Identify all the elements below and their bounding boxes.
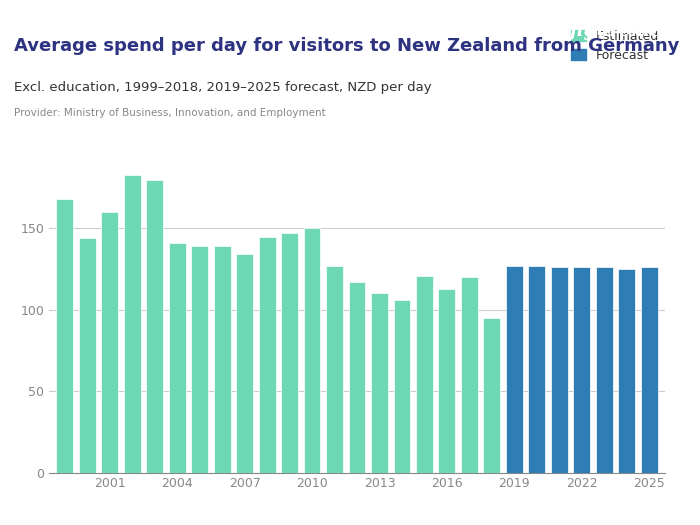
Bar	[573, 267, 590, 472]
Bar	[56, 199, 74, 472]
Text: figure.nz: figure.nz	[568, 23, 659, 40]
Bar	[169, 243, 186, 472]
Bar	[484, 318, 500, 472]
Bar	[79, 238, 96, 472]
Bar	[214, 246, 230, 472]
Bar	[551, 267, 568, 472]
Bar	[124, 175, 141, 472]
Bar	[640, 267, 658, 472]
Bar	[416, 276, 433, 472]
Bar	[349, 282, 365, 472]
Bar	[304, 228, 321, 472]
Bar	[281, 233, 298, 472]
Bar	[506, 266, 523, 472]
Bar	[438, 289, 456, 472]
Text: Average spend per day for visitors to New Zealand from Germany: Average spend per day for visitors to Ne…	[14, 37, 680, 55]
Bar	[146, 180, 163, 473]
Bar	[191, 246, 208, 472]
Text: Provider: Ministry of Business, Innovation, and Employment: Provider: Ministry of Business, Innovati…	[14, 108, 326, 118]
Bar	[596, 267, 612, 472]
Bar	[461, 277, 478, 472]
Bar	[528, 266, 545, 472]
Bar	[258, 237, 276, 472]
Bar	[326, 266, 343, 472]
Bar	[102, 212, 118, 472]
Bar	[393, 300, 410, 472]
Legend: Estimated, Forecast: Estimated, Forecast	[570, 29, 659, 62]
Bar	[618, 269, 635, 472]
Bar	[371, 293, 388, 472]
Text: Excl. education, 1999–2018, 2019–2025 forecast, NZD per day: Excl. education, 1999–2018, 2019–2025 fo…	[14, 81, 432, 94]
Bar	[236, 255, 253, 472]
